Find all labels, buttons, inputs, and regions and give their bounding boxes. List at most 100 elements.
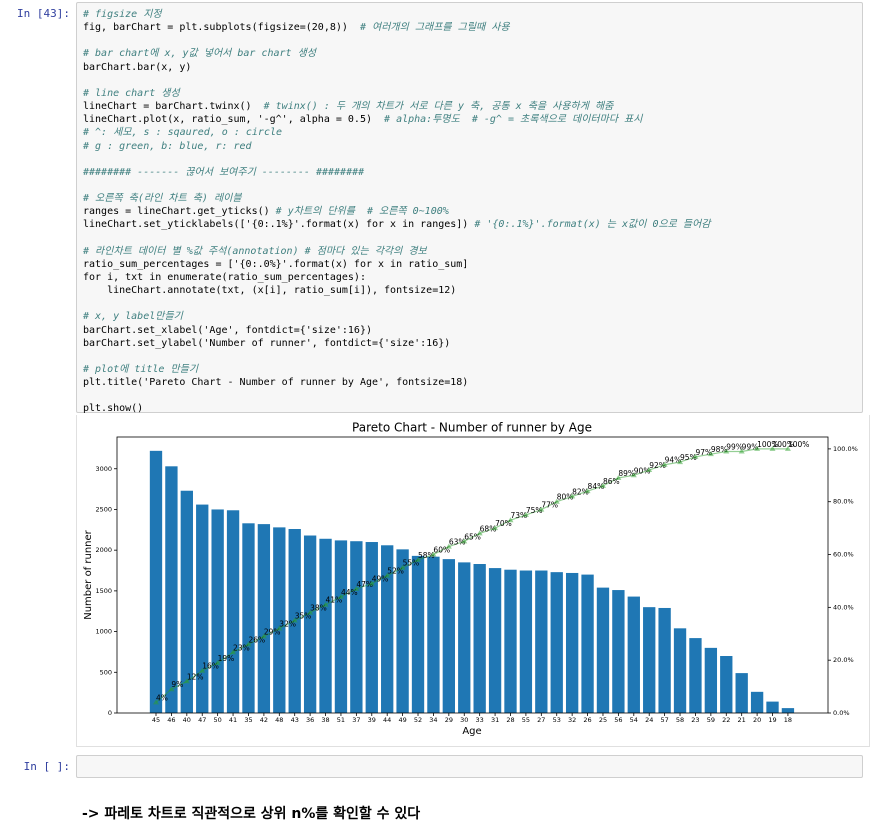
bar [581, 574, 594, 713]
y2-tick-label: 20.0% [833, 656, 854, 664]
line-marker [661, 461, 668, 467]
line-marker [738, 448, 745, 454]
plot-frame [116, 436, 829, 714]
bar [381, 545, 394, 713]
line-marker [199, 667, 206, 673]
y-tick-label: 1500 [95, 587, 112, 595]
code: # figsize 지정 fig, barChart = plt.subplots… [83, 8, 711, 429]
x-tick-label: 23 [691, 716, 699, 724]
bar [735, 673, 748, 713]
line-marker [569, 493, 576, 499]
x-tick-label: 50 [214, 716, 222, 724]
chart-title: Pareto Chart - Number of runner by Age [352, 421, 592, 435]
code-cell[interactable]: # figsize 지정 fig, barChart = plt.subplots… [76, 2, 863, 414]
x-tick-label: 41 [229, 716, 237, 724]
bar [689, 638, 702, 713]
x-tick-label: 37 [352, 716, 360, 724]
bar [273, 527, 286, 713]
x-tick-label: 30 [460, 716, 468, 724]
x-tick-label: 25 [599, 716, 607, 724]
x-tick-label: 34 [429, 716, 437, 724]
x-tick-label: 45 [152, 716, 160, 724]
line-marker [507, 517, 514, 523]
x-tick-label: 20 [753, 716, 761, 724]
x-tick-label: 59 [707, 716, 715, 724]
line-marker [553, 498, 560, 504]
code-block: # figsize 지정 fig, barChart = plt.subplots… [83, 8, 711, 34]
bar [535, 570, 548, 713]
output-area [76, 415, 870, 747]
x-tick-label: 26 [583, 716, 591, 724]
line-marker [415, 556, 422, 562]
data-label: 35% [295, 612, 312, 621]
bar [396, 549, 409, 713]
x-tick-label: 32 [568, 716, 576, 724]
data-label: 32% [279, 619, 296, 628]
bar [226, 510, 240, 713]
bar [658, 607, 671, 713]
line-marker [260, 633, 267, 639]
code-line: # line chart 생성 [83, 87, 180, 99]
line-marker [677, 459, 684, 465]
line-marker [276, 625, 283, 631]
line-marker [384, 572, 391, 578]
x-tick-label: 33 [476, 716, 484, 724]
bar [766, 701, 779, 713]
y-tick-label: 0 [108, 709, 112, 717]
bar [411, 555, 425, 713]
x-tick-label: 18 [784, 716, 792, 724]
data-label: 95% [680, 453, 697, 462]
data-label: 92% [649, 461, 666, 470]
x-tick-label: 21 [738, 716, 746, 724]
data-label: 73% [510, 511, 527, 520]
code-line: lineChart = barChart.twinx() # twinx() :… [83, 101, 614, 113]
bar [350, 541, 363, 713]
code-line: lineChart.set_yticklabels(['{0:.1%}'.for… [83, 219, 711, 231]
data-label: 90% [634, 466, 651, 475]
data-label: 41% [326, 596, 343, 605]
data-label: 19% [218, 654, 235, 663]
line-marker [445, 543, 452, 549]
bar [596, 587, 610, 713]
bar [242, 523, 255, 713]
data-label: 86% [603, 477, 620, 486]
line-marker [476, 530, 483, 536]
bar [643, 607, 656, 713]
bar [165, 466, 178, 713]
code-line: # ^: 세모, s : sqaured, o : circle [83, 127, 283, 139]
data-label: 55% [403, 559, 420, 568]
bar [458, 562, 471, 713]
data-label: 63% [449, 538, 466, 547]
code-line: # plot에 title 만들기 [83, 364, 199, 376]
line-marker [723, 448, 730, 454]
data-label: 26% [248, 635, 265, 644]
y2-tick-label: 80.0% [833, 498, 854, 506]
line-marker [430, 551, 437, 557]
code-line: # figsize 지정 [83, 9, 162, 20]
line-marker [353, 585, 360, 591]
x-tick-label: 54 [630, 716, 638, 724]
code-block: # 오른쪽 축(라인 차트 축) 레이블 ranges = lineChart.g… [83, 192, 711, 232]
line-marker [461, 538, 468, 544]
code-block: # plot에 title 만들기 plt.title('Pareto Chart… [83, 363, 711, 389]
bar [211, 509, 224, 713]
line-marker [307, 609, 314, 615]
x-tick-label: 35 [244, 716, 252, 724]
line-marker [399, 564, 406, 570]
x-tick-label: 53 [553, 716, 561, 724]
data-label: 70% [495, 519, 512, 528]
code-cell[interactable] [76, 755, 863, 778]
data-label: 9% [171, 680, 183, 689]
code-line: barChart.set_ylabel('Number of runner', … [83, 337, 451, 349]
line-marker [337, 593, 344, 599]
markdown-text: -> 파레토 차트로 직관적으로 상위 n%를 확인할 수 있다 [82, 806, 421, 822]
data-label: 98% [711, 445, 728, 454]
line-marker [522, 511, 529, 517]
code-block: # bar chart에 x, y값 넣어서 bar chart 생성 barCh… [83, 47, 711, 73]
code-line: barChart.set_xlabel('Age', fontdict={'si… [83, 324, 372, 336]
bar [427, 556, 440, 713]
x-tick-label: 36 [306, 716, 314, 724]
code-line: lineChart.annotate(txt, (x[i], ratio_sum… [83, 285, 457, 297]
x-tick-label: 47 [198, 716, 206, 724]
bar [750, 691, 764, 713]
